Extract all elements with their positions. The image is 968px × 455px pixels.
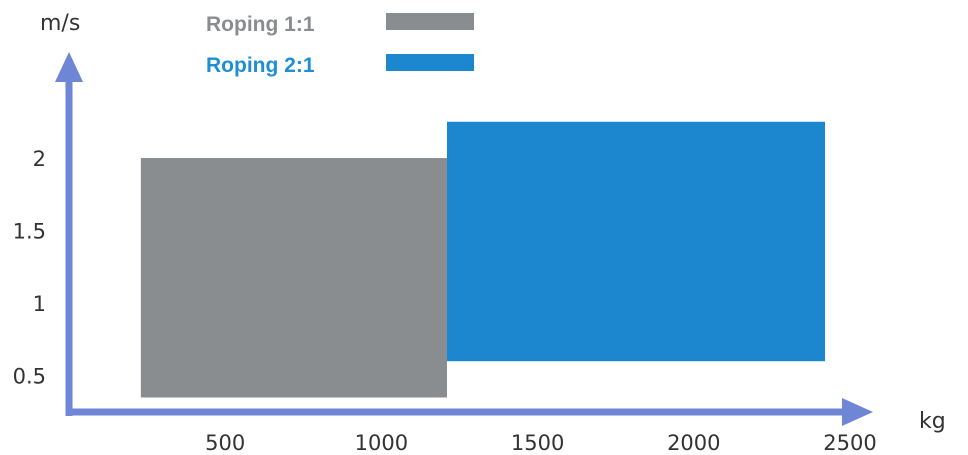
y-axis-arrowhead [55, 52, 83, 82]
chart-regions [140, 121, 826, 398]
legend-swatch [386, 13, 474, 30]
region-roping-2-1 [447, 121, 826, 362]
legend: Roping 1:1 Roping 2:1 [206, 13, 474, 77]
legend-label: Roping 2:1 [206, 54, 315, 77]
y-tick-label: 2 [33, 147, 46, 171]
region-roping-1-1 [140, 158, 448, 398]
chart-axes [55, 52, 873, 426]
x-axis-arrowhead [842, 398, 873, 426]
x-tick-label: 2000 [667, 431, 720, 455]
x-tick-label: 500 [205, 431, 245, 455]
legend-swatch [386, 54, 474, 71]
y-tick-label: 1.5 [13, 220, 46, 244]
y-tick-label: 1 [33, 292, 46, 316]
y-tick-label: 0.5 [13, 365, 46, 389]
x-tick-labels: 500 1000 1500 2000 2500 [205, 431, 877, 455]
x-tick-label: 1500 [511, 431, 564, 455]
y-axis-label: m/s [40, 11, 80, 36]
x-tick-label: 2500 [823, 431, 876, 455]
y-tick-labels: 0.5 1 1.5 2 [13, 147, 46, 389]
x-axis-label: kg [919, 409, 946, 434]
legend-label: Roping 1:1 [206, 13, 315, 36]
x-tick-label: 1000 [355, 431, 408, 455]
